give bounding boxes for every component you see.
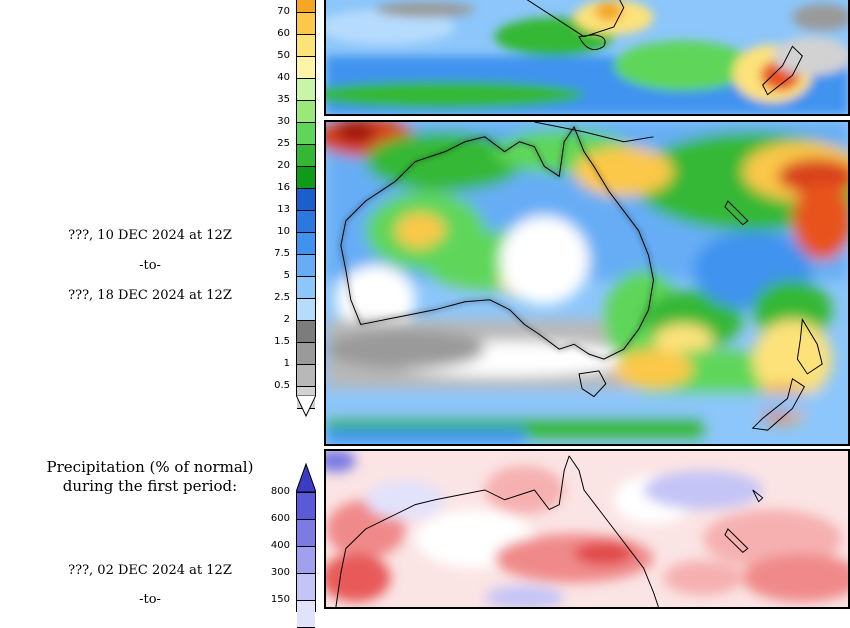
colorbar-tick-label: 25 [277,138,290,149]
colorbar-segment [297,547,315,574]
colorbar-tick-label: 60 [277,28,290,39]
colorbar-segment [297,79,315,101]
colorbar-tick-label: 70 [277,6,290,17]
period-2-start-label: ???, 02 DEC 2024 at 12Z [68,563,232,578]
colorbar-segment [297,233,315,255]
colorbar-tick-label: 20 [277,160,290,171]
colorbar-tick-label: 1.5 [274,336,290,347]
colorbar-tick-label: 10 [277,226,290,237]
colorbar-segment [297,343,315,365]
colorbar-segment [297,493,315,520]
colorbar-tick-label: 16 [277,182,290,193]
colorbar-tick-label: 5 [283,270,290,281]
colorbar-tick-label: 13 [277,204,290,215]
period-1-separator: -to- [139,258,161,273]
colorbar-tick-label: 35 [277,94,290,105]
colorbar-tick-label: 2 [283,314,290,325]
colorbar-tick-label: 0.5 [274,380,290,391]
colorbar-segment [297,520,315,547]
period-1-start-label: ???, 10 DEC 2024 at 12Z [68,228,232,243]
colorbar-segment [297,211,315,233]
top-precip-map [324,0,850,116]
colorbar-segment [297,574,315,601]
period-1-end-label: ???, 18 DEC 2024 at 12Z [68,288,232,303]
colorbar-segment [297,365,315,387]
colorbar-low-arrow [296,395,316,417]
colorbar-tick-label: 7.5 [274,248,290,259]
percent-of-normal-map [324,449,850,609]
colorbar-segment [297,601,315,628]
colorbar-tick-label: 40 [277,72,290,83]
colorbar-segment [297,35,315,57]
colorbar-tick-label: 1 [283,358,290,369]
colorbar-segment [297,255,315,277]
colorbar-segment [297,145,315,167]
colorbar-segment [297,123,315,145]
precip-amount-colorbar [296,0,316,409]
colorbar-segment [297,277,315,299]
percent-normal-colorbar [296,492,316,628]
colorbar-segment [297,167,315,189]
colorbar-segment [297,57,315,79]
colorbar-tick-label: 800 [270,486,290,497]
percent-normal-title: Precipitation (% of normal) during the f… [46,458,254,495]
colorbar-tick-label: 400 [270,540,290,551]
colorbar-segment [297,13,315,35]
colorbar-tick-label: 300 [270,567,290,578]
colorbar-high-arrow [296,463,316,493]
colorbar-segment [297,0,315,13]
colorbar-tick-label: 50 [277,50,290,61]
colorbar-segment [297,189,315,211]
colorbar-tick-label: 600 [270,513,290,524]
period-1-precip-map [324,120,850,446]
colorbar-tick-label: 30 [277,116,290,127]
colorbar-segment [297,321,315,343]
colorbar-tick-label: 150 [270,594,290,605]
colorbar-segment [297,101,315,123]
colorbar-tick-label: 2.5 [274,292,290,303]
colorbar-segment [297,299,315,321]
